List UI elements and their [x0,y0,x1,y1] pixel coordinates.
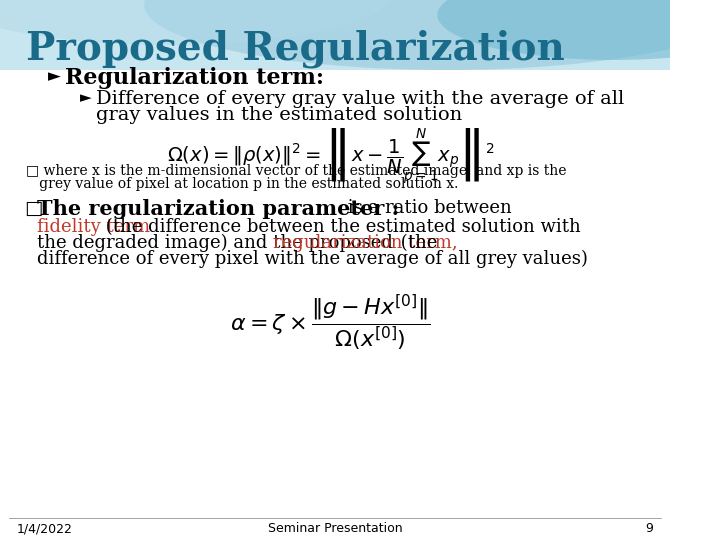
Text: ►: ► [48,67,61,85]
Ellipse shape [144,0,720,70]
Text: Proposed Regularization: Proposed Regularization [26,30,564,69]
Text: 1/4/2022: 1/4/2022 [17,522,73,535]
Text: Seminar Presentation: Seminar Presentation [268,522,402,535]
Text: the degraded image) and the proposed: the degraded image) and the proposed [37,234,399,252]
Ellipse shape [437,0,720,60]
Ellipse shape [0,0,391,45]
Text: $\alpha = \zeta \times \dfrac{\|g - Hx^{[0]}\|}{\Omega(x^{[0]})}$: $\alpha = \zeta \times \dfrac{\|g - Hx^{… [230,292,431,353]
Text: The regularization parameter :: The regularization parameter : [37,199,400,219]
Text: regularization term,: regularization term, [273,234,457,252]
Text: fidelity term: fidelity term [37,218,150,236]
Text: (the difference between the estimated solution with: (the difference between the estimated so… [101,218,581,236]
Text: $\Omega(x) = \|\rho(x)\|^2 = \left\|x - \dfrac{1}{N}\sum_{p=1}^{N} x_p\right\|^2: $\Omega(x) = \|\rho(x)\|^2 = \left\|x - … [166,127,494,186]
Text: grey value of pixel at location p in the estimated solution x.: grey value of pixel at location p in the… [26,177,459,191]
Text: difference of every pixel with the average of all grey values): difference of every pixel with the avera… [37,250,588,268]
Text: □: □ [24,199,42,218]
Text: Regularization term:: Regularization term: [65,67,324,89]
Text: □ where x is the m-dimensional vector of the estimated image, and xp is the: □ where x is the m-dimensional vector of… [26,164,567,178]
Text: gray values in the estimated solution: gray values in the estimated solution [96,106,462,124]
Text: Difference of every gray value with the average of all: Difference of every gray value with the … [96,90,624,108]
FancyBboxPatch shape [0,0,670,70]
Text: 9: 9 [645,522,653,535]
Text: (the: (the [395,234,437,252]
FancyBboxPatch shape [0,0,670,540]
Text: ►: ► [80,90,91,105]
Text: is a ratio between: is a ratio between [343,199,512,217]
